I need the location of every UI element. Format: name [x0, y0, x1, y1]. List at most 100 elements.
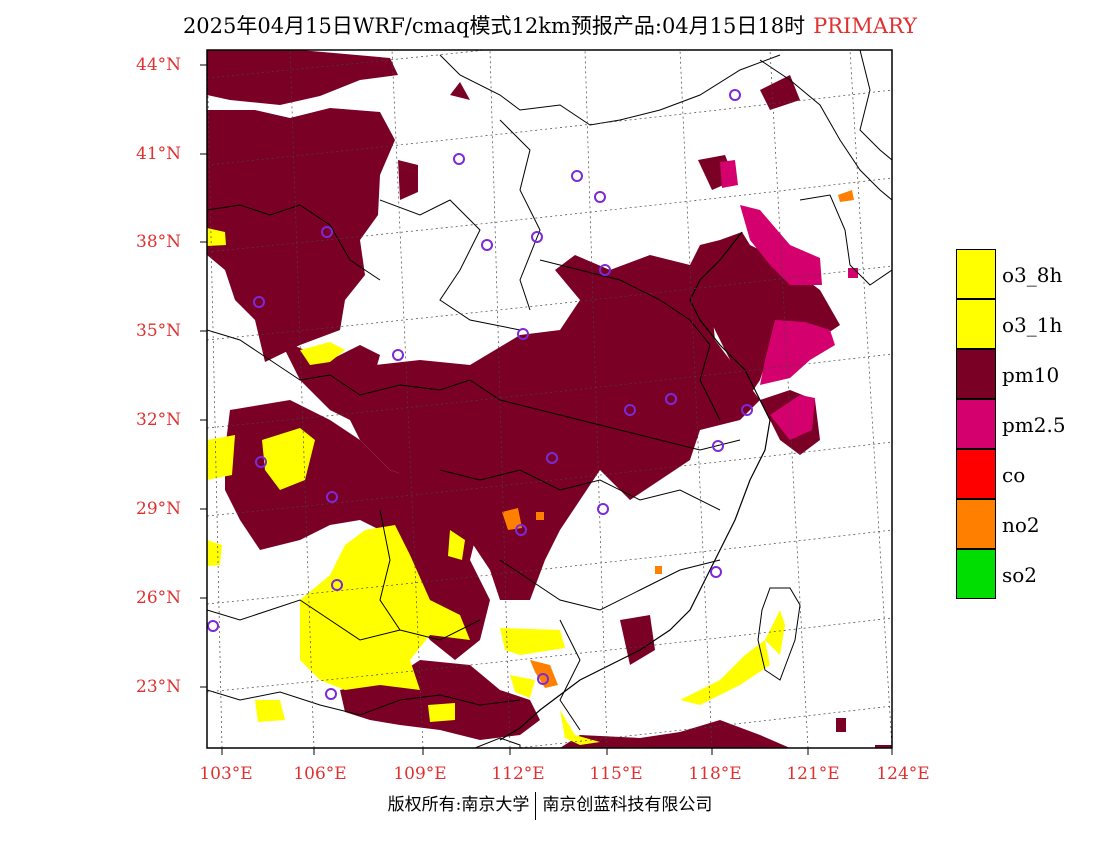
pm10-region: [207, 108, 395, 362]
boundary-line: [499, 119, 541, 311]
lon-label: 109°E: [393, 764, 447, 784]
lat-line: [207, 441, 892, 517]
boundary-line: [859, 50, 892, 161]
station-marker-icon: [531, 231, 543, 243]
station-marker-icon: [710, 566, 722, 578]
o3-region: [510, 675, 535, 698]
station-marker-icon: [453, 153, 465, 165]
lon-label: 121°E: [786, 764, 840, 784]
boundary-line: [499, 559, 721, 611]
boundary-line: [759, 59, 892, 201]
station-marker-icon: [624, 404, 636, 416]
station-marker-icon: [571, 170, 583, 182]
station-marker-icon: [517, 328, 529, 340]
legend-swatch: [956, 249, 996, 299]
lat-line: [513, 705, 892, 748]
o3-region: [428, 703, 455, 722]
lon-line: [584, 50, 608, 748]
no2-region: [838, 190, 854, 202]
station-marker-icon: [594, 191, 606, 203]
footer-divider: [535, 791, 537, 820]
pm10-region: [330, 232, 760, 600]
lat-label: 38°N: [136, 232, 182, 252]
lon-line: [489, 50, 511, 748]
station-marker-icon: [515, 524, 527, 536]
boundary-line: [379, 199, 521, 331]
o3-region: [765, 610, 785, 655]
o3-region: [500, 628, 565, 655]
legend-swatch: [956, 449, 996, 499]
pm10-region: [836, 718, 846, 732]
boundary-line: [207, 329, 471, 396]
lat-line: [207, 177, 892, 253]
lon-line: [769, 50, 809, 748]
pm25-region: [740, 205, 822, 285]
station-marker-icon: [392, 349, 404, 361]
boundary-line: [379, 509, 401, 631]
station-marker-icon: [729, 89, 741, 101]
lon-line: [849, 50, 892, 748]
no2-region: [536, 512, 544, 520]
legend-swatch: [956, 499, 996, 549]
lat-label: 29°N: [136, 499, 182, 519]
no2-region: [655, 566, 662, 574]
lon-label: 115°E: [589, 764, 643, 784]
boundary-line: [439, 54, 781, 126]
legend-item-pm10: pm10: [956, 349, 1096, 399]
legend-item-co: co: [956, 449, 1096, 499]
pm10-region: [398, 160, 418, 200]
lat-line: [207, 617, 892, 693]
legend-swatch: [956, 549, 996, 599]
lat-label: 41°N: [136, 144, 182, 164]
legend-label: o3_1h: [1002, 313, 1063, 337]
boundaries: [207, 50, 892, 731]
lat-label: 35°N: [136, 321, 182, 341]
no2-regions: [502, 190, 854, 688]
o3-region: [207, 435, 235, 480]
legend-item-no2: no2: [956, 499, 1096, 549]
pm10-region: [620, 615, 655, 665]
boundary-line: [207, 599, 481, 641]
o3-region: [207, 228, 226, 246]
station-marker-icon: [331, 579, 343, 591]
station-marker-icon: [326, 491, 338, 503]
station-marker-icon: [321, 226, 333, 238]
legend-label: pm2.5: [1002, 413, 1066, 437]
lat-line: [207, 89, 892, 166]
copyright-right: 南京创蓝科技有限公司: [542, 795, 713, 815]
map-content: [207, 50, 892, 748]
station-marker-icon: [597, 503, 609, 515]
legend-swatch: [956, 299, 996, 349]
pm10-region: [207, 50, 398, 105]
o3-region: [255, 700, 285, 722]
pm25-region: [720, 160, 738, 188]
station-marker-icon: [537, 673, 549, 685]
boundary-line: [469, 379, 741, 451]
legend-label: no2: [1002, 513, 1040, 537]
lon-line: [391, 50, 424, 748]
station-marker-icon: [481, 239, 493, 251]
pm25-regions: [720, 160, 858, 440]
copyright-left: 版权所有:南京大学: [387, 795, 530, 815]
station-marker-icon: [741, 404, 753, 416]
graticule: [207, 50, 892, 748]
legend-label: co: [1002, 463, 1026, 487]
legend-label: so2: [1002, 563, 1038, 587]
station-marker-icon: [665, 393, 677, 405]
map-title: 2025年04月15日WRF/cmaq模式12km预报产品:04月15日18时 P…: [0, 10, 1100, 40]
station-marker-icon: [255, 456, 267, 468]
lat-label: 23°N: [136, 677, 182, 697]
station-marker-icon: [207, 620, 219, 632]
o3-region: [560, 710, 600, 745]
lon-label: 103°E: [199, 764, 253, 784]
lon-line: [207, 50, 223, 748]
pm10-region: [450, 82, 470, 100]
o3-region: [300, 342, 345, 365]
o3-region: [680, 640, 770, 705]
station-marker-icon: [253, 296, 265, 308]
station-marker-icon: [325, 688, 337, 700]
legend-label: pm10: [1002, 363, 1060, 387]
boundary-line: [439, 469, 721, 511]
lon-label: 112°E: [491, 764, 545, 784]
